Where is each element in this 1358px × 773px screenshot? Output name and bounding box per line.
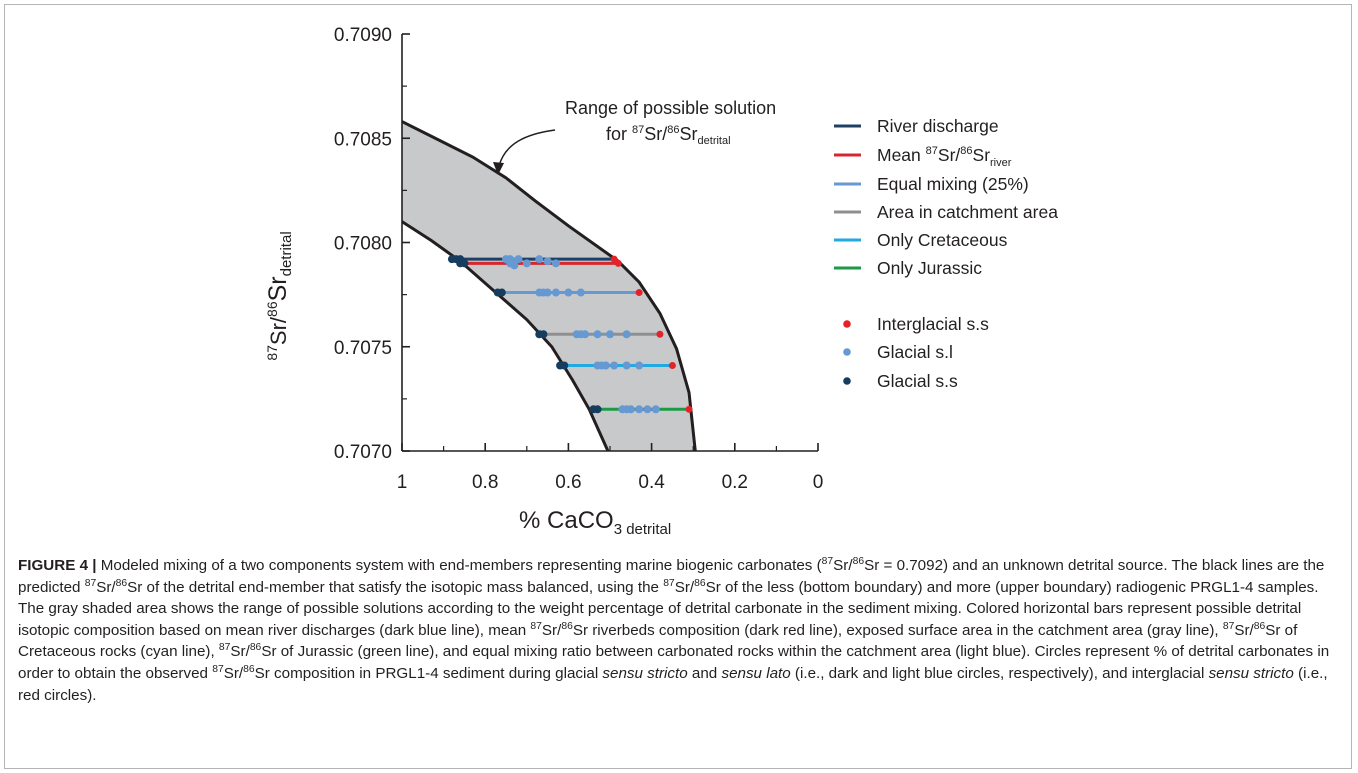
point-glacial-sl-19 (593, 330, 602, 339)
point-interglacial-5 (685, 405, 693, 413)
legend-point-label-2: Glacial s.s (877, 371, 958, 391)
y-tick-label-4: 0.7070 (334, 442, 392, 463)
figure-caption: FIGURE 4 | Modeled mixing of a two compo… (18, 555, 1330, 704)
point-glacial-sl-20 (606, 330, 614, 339)
point-glacial-sl-21 (622, 330, 631, 339)
legend-point-swatch-0 (843, 320, 851, 328)
legend-line-label-5: Only Jurassic (877, 258, 982, 278)
legend-point-swatch-1 (843, 348, 851, 356)
point-glacial-sl-24 (601, 361, 610, 370)
point-glacial-sl-6 (543, 257, 552, 266)
point-glacial-ss-12 (593, 405, 602, 414)
solution-region (402, 121, 696, 451)
y-tick-label-2: 0.7080 (334, 234, 392, 255)
point-glacial-sl-13 (551, 288, 560, 297)
legend-line-label-4: Only Cretaceous (877, 230, 1008, 250)
point-glacial-sl-15 (576, 288, 585, 297)
x-axis-label: % CaCO3 detrital (519, 507, 671, 538)
point-glacial-sl-14 (564, 288, 573, 297)
x-tick-label-1: 0.8 (472, 472, 498, 493)
upper-boundary-line (401, 120, 697, 452)
y-axis-label: 87Sr/86Srdetrital (264, 231, 295, 360)
point-glacial-sl-3 (514, 255, 523, 264)
legend-point-swatch-2 (843, 377, 851, 385)
point-glacial-sl-32 (643, 405, 652, 414)
point-glacial-sl-18 (581, 330, 590, 339)
point-interglacial-1 (614, 259, 622, 267)
annotation-line-1: Range of possible solution (565, 98, 776, 118)
y-tick-label-1: 0.7085 (334, 129, 392, 150)
point-interglacial-3 (656, 330, 664, 338)
x-tick-label-4: 0.2 (722, 472, 748, 493)
x-tick-label-5: 0 (813, 472, 824, 493)
point-glacial-ss-6 (497, 288, 506, 297)
point-glacial-sl-31 (635, 405, 644, 414)
point-glacial-sl-12 (543, 288, 552, 297)
point-glacial-sl-30 (626, 405, 635, 414)
x-tick-label-3: 0.4 (638, 472, 665, 493)
point-interglacial-2 (635, 289, 643, 297)
legend: River discharge Mean 87Sr/86Srriver Equal … (834, 116, 1058, 391)
point-glacial-sl-27 (635, 361, 644, 370)
annotation-line-2: for 87Sr/86Srdetrital (606, 124, 731, 147)
lower-boundary-line (401, 220, 610, 452)
point-interglacial-4 (668, 362, 676, 370)
x-tick-label-0: 1 (397, 472, 408, 493)
legend-line-label-3: Area in catchment area (877, 202, 1058, 222)
y-tick-label-0: 0.7090 (334, 25, 392, 46)
legend-line-label-1: Mean 87Sr/86Srriver (877, 145, 1012, 169)
legend-line-label-0: River discharge (877, 116, 999, 136)
point-glacial-sl-26 (622, 361, 631, 370)
legend-point-label-1: Glacial s.l (877, 342, 953, 362)
legend-line-label-2: Equal mixing (25%) (877, 174, 1029, 194)
caption-label: FIGURE 4 | (18, 557, 97, 574)
point-glacial-sl-33 (651, 405, 660, 414)
point-glacial-ss-10 (560, 361, 569, 370)
point-glacial-sl-4 (522, 259, 531, 268)
point-glacial-sl-7 (551, 259, 560, 268)
y-tick-label-3: 0.7075 (334, 338, 392, 359)
point-glacial-sl-25 (610, 361, 619, 370)
point-glacial-ss-8 (539, 330, 548, 339)
point-glacial-sl-9 (510, 261, 519, 270)
point-glacial-sl-5 (535, 255, 544, 264)
legend-point-label-0: Interglacial s.s (877, 314, 989, 334)
annotation: Range of possible solution for 87Sr/86Sr… (493, 98, 776, 175)
annotation-arrow (498, 129, 556, 167)
x-tick-label-2: 0.6 (555, 472, 581, 493)
point-glacial-ss-4 (460, 259, 469, 268)
figure-frame (4, 4, 1352, 769)
annotation-arrowhead (493, 162, 504, 175)
